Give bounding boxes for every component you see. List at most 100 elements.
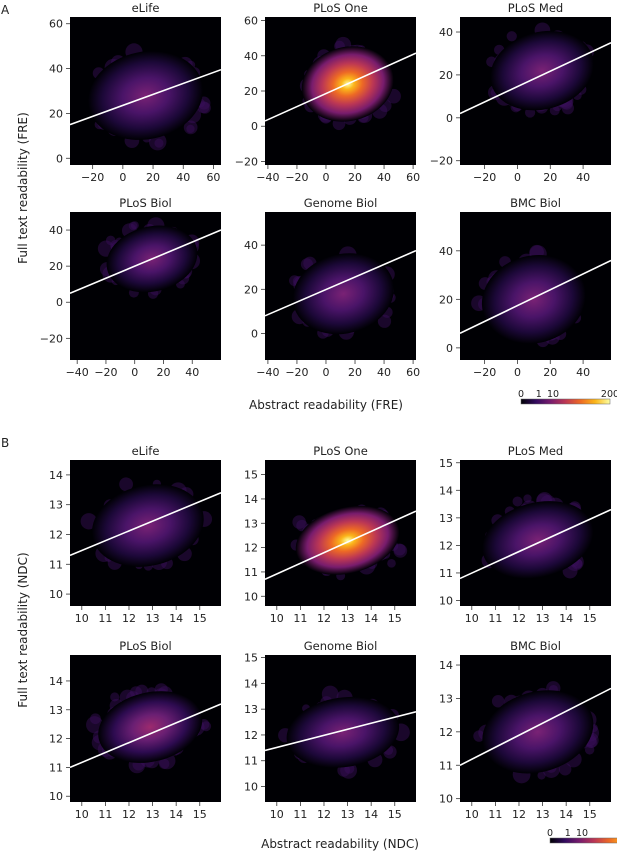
subplot-title: BMC Biol — [510, 639, 561, 653]
x-tick-label: 15 — [388, 808, 402, 821]
y-tick-label: 11 — [439, 567, 453, 580]
x-tick-label: 15 — [583, 808, 597, 821]
subplot-title: PLoS One — [313, 444, 368, 458]
regression-line — [265, 710, 416, 752]
x-tick-label: 40 — [176, 171, 190, 184]
subplot-title: PLoS Biol — [119, 639, 171, 653]
subplot-a-1: eLife −20 0 20 40 60 0 20 40 60 — [49, 1, 221, 184]
y-tick-label: 13 — [439, 512, 453, 525]
regression-line — [70, 703, 221, 769]
x-tick-label: 20 — [543, 366, 557, 379]
regression-line — [460, 259, 611, 335]
y-tick-label: 0 — [446, 342, 453, 355]
y-tick-label: 0 — [446, 112, 453, 125]
x-tick-label: 13 — [341, 808, 355, 821]
y-tick-label: 40 — [244, 50, 258, 63]
x-tick-label: 10 — [270, 808, 284, 821]
subplot-title: eLife — [132, 1, 160, 15]
regression-line — [460, 42, 611, 115]
subplot-a-3: PLoS Med −20 0 20 40 −20 0 20 40 — [430, 1, 611, 184]
x-tick-label: 15 — [193, 612, 207, 625]
subplot-title: BMC Biol — [510, 196, 561, 210]
y-tick-label: 0 — [56, 296, 63, 309]
subplot-title: PLoS Med — [508, 444, 563, 458]
x-tick-label: 0 — [322, 171, 329, 184]
y-tick-label: 15 — [244, 652, 258, 665]
y-tick-label: 13 — [49, 499, 63, 512]
y-tick-label: 11 — [244, 566, 258, 579]
y-tick-label: 40 — [49, 224, 63, 237]
y-tick-label: 14 — [439, 484, 453, 497]
subplot-b-5: Genome Biol 10 11 12 13 14 15 10 11 12 13 14 15 — [244, 639, 416, 821]
x-tick-label: 13 — [536, 808, 550, 821]
y-tick-label: 11 — [49, 761, 63, 774]
x-tick-label: 20 — [543, 171, 557, 184]
y-tick-label: 11 — [244, 755, 258, 768]
x-tick-label: −20 — [473, 171, 496, 184]
y-tick-label: 10 — [439, 793, 453, 806]
y-tick-label: 40 — [49, 63, 63, 76]
subplot-a-4: PLoS Biol −40 −20 0 20 40 −20 0 20 40 — [40, 196, 221, 379]
x-tick-label: 40 — [377, 171, 391, 184]
subplot-a-6: BMC Biol −20 0 20 40 0 20 40 — [439, 196, 611, 379]
x-tick-label: 20 — [156, 366, 170, 379]
y-tick-label: 20 — [244, 283, 258, 296]
y-tick-label: 12 — [244, 729, 258, 742]
x-tick-label: 14 — [169, 808, 183, 821]
y-tick-label: 10 — [244, 590, 258, 603]
colorbar-tick-label: 1 — [536, 389, 542, 400]
panel-label-a: A — [1, 3, 10, 17]
y-tick-label: −20 — [430, 155, 453, 168]
x-tick-label: 10 — [465, 612, 479, 625]
y-tick-label: 13 — [244, 517, 258, 530]
y-tick-label: −20 — [40, 332, 63, 345]
x-tick-label: 10 — [75, 612, 89, 625]
x-tick-label: 10 — [75, 808, 89, 821]
y-tick-label: 11 — [439, 759, 453, 772]
y-tick-label: 40 — [439, 245, 453, 258]
subplot-title: PLoS Biol — [119, 196, 171, 210]
y-tick-label: 40 — [244, 239, 258, 252]
y-tick-label: 12 — [439, 539, 453, 552]
x-tick-label: 10 — [270, 612, 284, 625]
x-tick-label: −40 — [256, 366, 279, 379]
x-tick-label: 60 — [406, 366, 420, 379]
x-tick-label: 14 — [559, 808, 573, 821]
y-tick-label: 14 — [244, 493, 258, 506]
colorbar-tick-label: 0 — [547, 828, 553, 839]
x-tick-label: 10 — [465, 808, 479, 821]
x-tick-label: −20 — [285, 171, 308, 184]
density-cloud — [88, 51, 203, 140]
y-tick-label: 12 — [49, 733, 63, 746]
x-tick-label: 15 — [193, 808, 207, 821]
x-tick-label: 0 — [514, 366, 521, 379]
y-tick-label: 20 — [244, 85, 258, 98]
x-tick-label: 12 — [122, 612, 136, 625]
y-tick-label: 10 — [49, 790, 63, 803]
subplot-title: PLoS Med — [508, 1, 563, 15]
x-tick-label: 0 — [322, 366, 329, 379]
colorbar-tick-label: 200 — [601, 389, 617, 400]
y-tick-label: 12 — [244, 542, 258, 555]
regression-line — [70, 492, 221, 557]
x-tick-label: 11 — [488, 612, 502, 625]
x-tick-label: 40 — [576, 171, 590, 184]
y-tick-label: 20 — [439, 293, 453, 306]
x-tick-label: 11 — [488, 808, 502, 821]
x-tick-label: 12 — [317, 808, 331, 821]
x-tick-label: 13 — [146, 808, 160, 821]
x-tick-label: 0 — [119, 171, 126, 184]
x-tick-label: 11 — [98, 808, 112, 821]
density-cloud — [292, 253, 394, 335]
x-tick-label: 20 — [348, 366, 362, 379]
colorbar-gradient — [549, 837, 617, 844]
x-tick-label: 13 — [146, 612, 160, 625]
x-tick-label: 13 — [536, 612, 550, 625]
y-tick-label: 14 — [49, 675, 63, 688]
y-tick-label: 10 — [49, 588, 63, 601]
x-tick-label: 60 — [206, 171, 220, 184]
y-tick-label: 20 — [439, 69, 453, 82]
y-tick-label: 10 — [244, 781, 258, 794]
colorbar-a: 0 1 10 200 — [518, 389, 617, 405]
